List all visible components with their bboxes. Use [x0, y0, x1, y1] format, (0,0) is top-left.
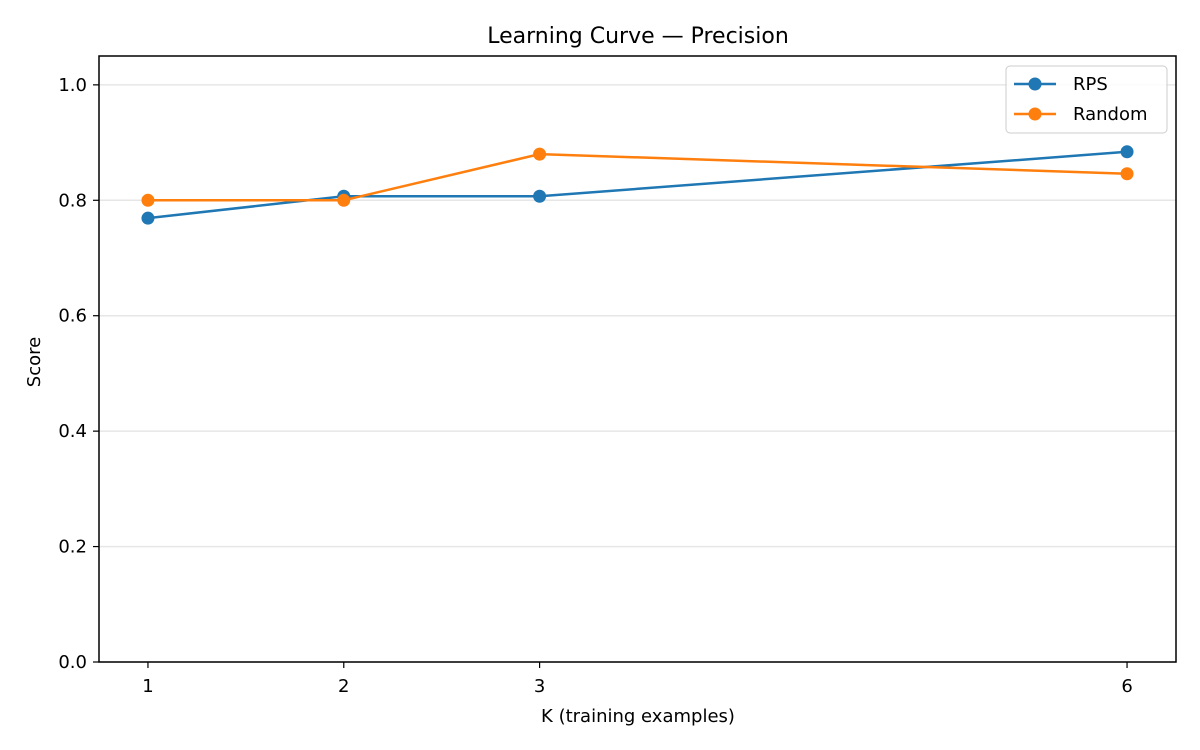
y-axis-label: Score: [24, 337, 45, 387]
legend-marker-random: [1028, 107, 1042, 121]
x-axis-ticks: 1 2 3 6: [142, 662, 1133, 697]
series-line-rps: [147, 150, 1128, 220]
series-line-random: [147, 152, 1128, 202]
x-tick-label: 3: [534, 676, 545, 697]
y-tick-label: 0.6: [58, 306, 87, 327]
y-tick-label: 0.8: [58, 190, 87, 211]
data-point-rps: [1120, 145, 1134, 159]
x-axis-label: K (training examples): [541, 706, 735, 727]
y-tick-label: 0.2: [58, 537, 87, 558]
chart-title: Learning Curve — Precision: [487, 24, 789, 49]
plot-frame: [98, 55, 1177, 663]
legend-label-random: Random: [1073, 104, 1148, 125]
data-point-random: [337, 193, 351, 207]
y-tick-label: 0.4: [58, 421, 87, 442]
data-point-random: [141, 193, 155, 207]
y-axis-ticks: 0.0 0.2 0.4 0.6 0.8 1.0: [58, 75, 99, 673]
x-tick-label: 1: [142, 676, 153, 697]
data-point-rps: [141, 211, 155, 225]
legend-marker-rps: [1028, 77, 1042, 91]
data-point-random: [533, 147, 547, 161]
legend-label-rps: RPS: [1073, 74, 1108, 95]
legend: RPS Random: [1005, 65, 1168, 134]
y-tick-label: 0.0: [58, 652, 87, 673]
data-point-random: [1120, 167, 1134, 181]
series-lines: [141, 145, 1134, 225]
x-tick-label: 6: [1121, 676, 1132, 697]
x-tick-label: 2: [338, 676, 349, 697]
data-point-rps: [533, 189, 547, 203]
y-tick-label: 1.0: [58, 75, 87, 96]
